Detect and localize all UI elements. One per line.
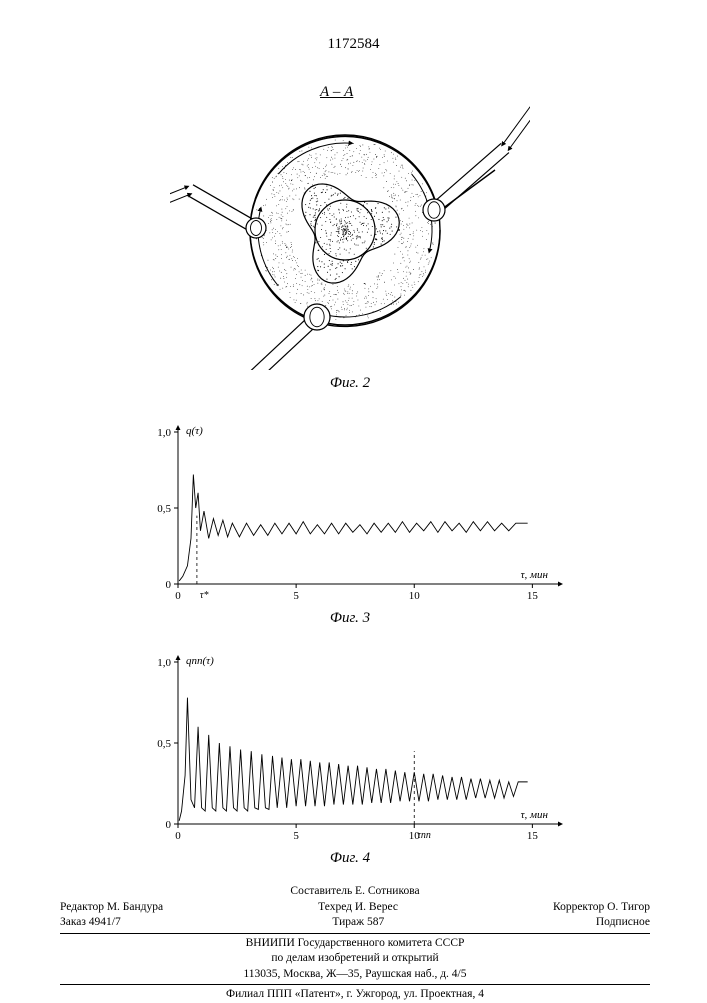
svg-text:qпп(τ): qпп(τ) (186, 655, 214, 667)
svg-text:10: 10 (409, 590, 421, 602)
section-label: А – А (320, 84, 353, 101)
org-line-1: ВНИИПИ Государственного комитета СССР (60, 936, 650, 952)
figure-4: 05101500,51,0qпп(τ)τ, минτпп Фиг. 4 (130, 650, 570, 870)
svg-text:0: 0 (175, 830, 181, 842)
tirage: Тираж 587 (332, 915, 384, 931)
fig3-caption: Фиг. 3 (130, 610, 570, 627)
figure-2: А – А Фиг. 2 (170, 80, 530, 400)
editor: Редактор М. Бандура (60, 900, 163, 916)
fig3-svg: 0 5 10 15 0 0,5 1,0 q(τ) τ, мин τ* (130, 420, 570, 610)
fig2-caption: Фиг. 2 (170, 375, 530, 392)
svg-text:15: 15 (527, 590, 539, 602)
svg-text:0: 0 (175, 590, 181, 602)
techred: Техред И. Верес (318, 900, 398, 916)
svg-text:15: 15 (527, 830, 539, 842)
svg-text:1,0: 1,0 (157, 427, 171, 439)
svg-text:q(τ): q(τ) (186, 425, 203, 437)
svg-text:0: 0 (166, 819, 172, 831)
svg-text:τ, мин: τ, мин (521, 809, 549, 821)
figure-3: 0 5 10 15 0 0,5 1,0 q(τ) τ, мин τ* Фиг. 3 (130, 420, 570, 630)
svg-text:τ, мин: τ, мин (521, 569, 549, 581)
order: Заказ 4941/7 (60, 915, 121, 931)
svg-text:5: 5 (293, 830, 299, 842)
svg-text:τпп: τпп (417, 830, 431, 841)
svg-text:0,5: 0,5 (157, 738, 171, 750)
fig4-svg: 05101500,51,0qпп(τ)τ, минτпп (130, 650, 570, 850)
compiler: Составитель Е. Сотникова (60, 884, 650, 900)
signed: Подписное (596, 915, 650, 931)
address-1: 113035, Москва, Ж—35, Раушская наб., д. … (60, 967, 650, 983)
svg-text:5: 5 (293, 590, 299, 602)
fig2-svg (170, 80, 530, 370)
svg-text:0,5: 0,5 (157, 503, 171, 515)
svg-text:τ*: τ* (200, 590, 209, 601)
svg-text:0: 0 (166, 579, 172, 591)
page-number: 1172584 (0, 36, 707, 53)
svg-text:1,0: 1,0 (157, 657, 171, 669)
fig4-caption: Фиг. 4 (130, 850, 570, 867)
corrector: Корректор О. Тигор (553, 900, 650, 916)
org-line-2: по делам изобретений и открытий (60, 951, 650, 967)
colophon: Составитель Е. Сотникова Редактор М. Бан… (60, 884, 650, 1003)
